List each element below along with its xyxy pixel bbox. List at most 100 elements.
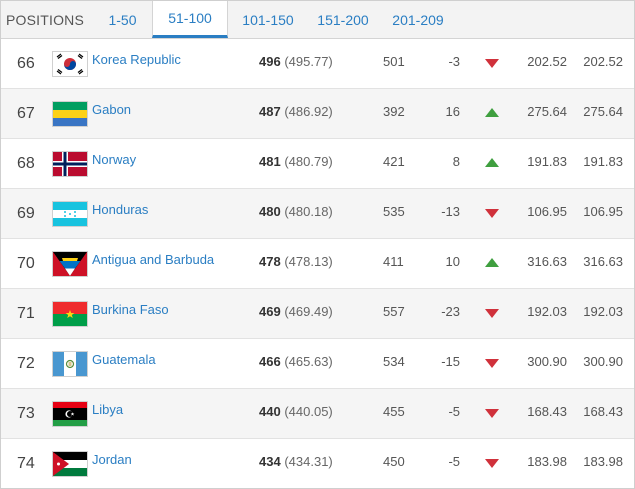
previous-points-value: 421 [383,154,405,169]
points-value: 440 (440.05) [259,401,333,423]
ranking-table: 66 Korea Republic 496 (495.77) 501 -3 202.52 2… [1,39,634,488]
arrow-down-icon [484,57,500,69]
rank-value: 72 [17,355,35,372]
points-exact: (480.79) [284,154,333,169]
previous-points-value: 392 [383,104,405,119]
table-row: 72 Guatemala 466 (465.63) 534 -15 300.90 300.9… [1,339,634,389]
positions-label: POSITIONS [6,11,85,28]
rank-value: 69 [17,205,35,222]
antigua-and-barbuda-flag-icon [53,252,87,276]
previous-points-value: 411 [383,254,404,269]
tab-201-209[interactable]: 201-209 [392,11,444,28]
rank-value: 70 [17,255,35,272]
change-value: -13 [441,204,460,219]
points-value: 480 (480.18) [259,201,333,223]
rank-value: 68 [17,155,35,172]
points-value: 496 (495.77) [259,51,333,73]
arrow-up-icon [484,107,500,119]
points-exact: (480.18) [284,204,333,219]
rank-value: 66 [17,55,35,72]
previous-points-value: 501 [383,54,405,69]
arrow-up-icon [484,157,500,169]
points-rounded: 440 [259,404,281,419]
total-value: 316.63 [583,254,623,269]
points-exact: (440.05) [284,404,333,419]
team-name-link[interactable]: Libya [92,402,124,417]
total-value: 106.95 [583,204,623,219]
change-value: 8 [452,154,460,169]
tab-101-150[interactable]: 101-150 [242,11,294,28]
total-value: 275.64 [583,104,623,119]
table-row: 70 Antigua and Barbuda 478 (478.13) 411 10 31… [1,239,634,289]
points-rounded: 487 [259,104,281,119]
arrow-up-icon [484,257,500,269]
tab-151-200[interactable]: 151-200 [317,11,369,28]
arrow-down-icon [484,457,500,469]
team-name-link[interactable]: Gabon [92,102,132,117]
team-name-link[interactable]: Guatemala [92,352,156,367]
rank-value: 73 [17,405,35,422]
team-name-link[interactable]: Korea Republic [92,52,181,67]
arrow-down-icon [484,207,500,219]
weighted-value: 168.43 [527,404,567,419]
points-exact: (495.77) [284,54,333,69]
total-value: 191.83 [583,154,623,169]
team-name-link[interactable]: Honduras [92,202,149,217]
team-name-link[interactable]: Antigua and Barbuda [92,252,215,267]
points-value: 481 (480.79) [259,151,333,173]
team-name-link[interactable]: Burkina Faso [92,302,169,317]
points-exact: (469.49) [284,304,333,319]
table-row: 69 Honduras 480 (480.18) 535 -13 106.95 106.95 [1,189,634,239]
rank-value: 74 [17,455,35,472]
weighted-value: 183.98 [527,454,567,469]
rank-value: 67 [17,105,35,122]
tab-51-100[interactable]: 51-100 [152,1,228,38]
points-value: 487 (486.92) [259,101,333,123]
gabon-flag-icon [53,102,87,126]
arrow-down-icon [484,357,500,369]
weighted-value: 192.03 [527,304,567,319]
points-rounded: 466 [259,354,281,369]
points-rounded: 481 [259,154,281,169]
previous-points-value: 450 [383,454,405,469]
points-value: 478 (478.13) [259,251,333,273]
change-value: -23 [441,304,460,319]
honduras-flag-icon [53,202,87,226]
points-rounded: 478 [259,254,281,269]
tab-1-50[interactable]: 1-50 [108,11,137,28]
weighted-value: 191.83 [527,154,567,169]
positions-tab-bar: POSITIONS 1-50 51-100 101-150 151-200 20… [1,1,634,39]
weighted-value: 106.95 [527,204,567,219]
previous-points-value: 557 [383,304,405,319]
guatemala-flag-icon [53,352,87,376]
team-name-link[interactable]: Norway [92,152,137,167]
weighted-value: 202.52 [527,54,567,69]
weighted-value: 275.64 [527,104,567,119]
jordan-flag-icon [53,452,87,476]
weighted-value: 300.90 [527,354,567,369]
weighted-value: 316.63 [527,254,567,269]
arrow-down-icon [484,307,500,319]
arrow-down-icon [484,407,500,419]
points-exact: (434.31) [284,454,333,469]
points-rounded: 469 [259,304,281,319]
points-rounded: 496 [259,54,281,69]
libya-flag-icon [53,402,87,426]
change-value: 16 [445,104,460,119]
team-name-link[interactable]: Jordan [92,452,132,467]
points-value: 469 (469.49) [259,301,333,323]
total-value: 183.98 [583,454,623,469]
table-row: 71 Burkina Faso 469 (469.49) 557 -23 192.03 19… [1,289,634,339]
change-value: -5 [448,404,460,419]
points-exact: (465.63) [284,354,333,369]
table-row: 68 Norway 481 (480.79) 421 8 191.83 191.83 [1,139,634,189]
points-rounded: 480 [259,204,281,219]
points-value: 466 (465.63) [259,351,333,373]
previous-points-value: 535 [383,204,405,219]
burkina-faso-flag-icon [53,302,87,326]
table-row: 74 Jordan 434 (434.31) 450 -5 183.98 183.98 [1,439,634,488]
previous-points-value: 534 [383,354,405,369]
norway-flag-icon [53,152,87,176]
change-value: 10 [445,254,460,269]
points-value: 434 (434.31) [259,451,333,473]
